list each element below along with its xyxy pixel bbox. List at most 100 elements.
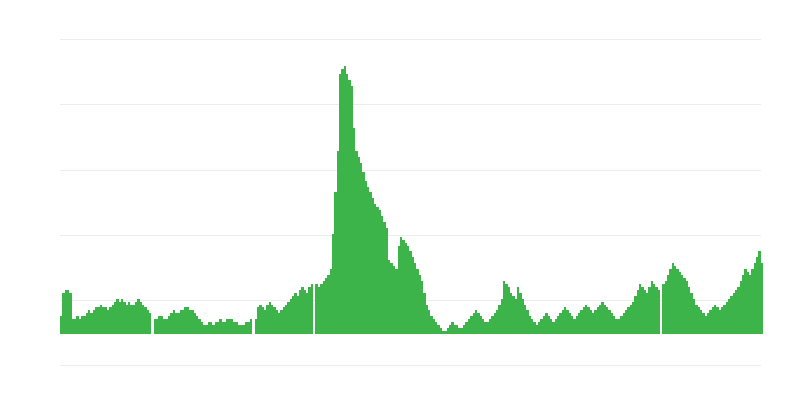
bar[interactable]: [643, 289, 646, 334]
bar[interactable]: [320, 283, 323, 334]
bar[interactable]: [153, 319, 157, 334]
bar[interactable]: [395, 269, 398, 334]
bar[interactable]: [720, 307, 724, 334]
bar[interactable]: [735, 289, 738, 334]
bar[interactable]: [120, 298, 124, 334]
bar[interactable]: [357, 157, 360, 334]
bar[interactable]: [146, 310, 150, 334]
bar[interactable]: [60, 316, 63, 334]
bar[interactable]: [681, 275, 684, 334]
bar[interactable]: [167, 316, 171, 334]
bar-series[interactable]: [60, 39, 764, 334]
bar[interactable]: [338, 74, 342, 334]
bar[interactable]: [383, 221, 386, 334]
bar[interactable]: [242, 325, 246, 334]
bar[interactable]: [744, 269, 747, 334]
bar[interactable]: [221, 322, 225, 334]
bar[interactable]: [224, 322, 227, 334]
bar[interactable]: [282, 307, 285, 334]
bar[interactable]: [641, 286, 644, 334]
bar[interactable]: [685, 280, 689, 334]
bar[interactable]: [212, 325, 215, 334]
bar[interactable]: [217, 322, 220, 334]
bar[interactable]: [362, 171, 365, 334]
bar[interactable]: [470, 316, 473, 334]
bar[interactable]: [702, 313, 705, 334]
bar[interactable]: [437, 325, 440, 334]
bar[interactable]: [674, 266, 677, 334]
bar[interactable]: [371, 198, 375, 334]
bar[interactable]: [676, 269, 679, 334]
bar[interactable]: [737, 286, 740, 334]
bar[interactable]: [622, 313, 625, 334]
bar[interactable]: [142, 304, 145, 334]
bar[interactable]: [655, 286, 658, 334]
bar[interactable]: [505, 283, 508, 334]
bar[interactable]: [130, 304, 133, 334]
bar[interactable]: [90, 313, 93, 334]
bar[interactable]: [317, 286, 321, 334]
bar[interactable]: [172, 310, 175, 334]
bar[interactable]: [723, 304, 726, 334]
bar[interactable]: [413, 263, 417, 334]
bar[interactable]: [580, 310, 583, 334]
bar[interactable]: [303, 289, 307, 334]
bar[interactable]: [554, 319, 557, 334]
bar[interactable]: [601, 301, 604, 334]
bar[interactable]: [179, 310, 182, 334]
bar[interactable]: [259, 304, 262, 334]
bar[interactable]: [275, 310, 278, 334]
bar[interactable]: [510, 292, 513, 334]
bar[interactable]: [498, 304, 501, 334]
bar[interactable]: [477, 313, 480, 334]
bar[interactable]: [432, 319, 435, 334]
bar[interactable]: [336, 151, 339, 334]
bar[interactable]: [561, 310, 564, 334]
bar[interactable]: [549, 319, 553, 334]
bar[interactable]: [308, 286, 311, 334]
bar[interactable]: [376, 207, 379, 334]
bar[interactable]: [132, 304, 135, 334]
bar[interactable]: [88, 310, 91, 334]
bar[interactable]: [500, 298, 503, 334]
bar[interactable]: [746, 272, 750, 334]
bar[interactable]: [563, 307, 567, 334]
bar[interactable]: [472, 313, 475, 334]
bar[interactable]: [587, 307, 590, 334]
bar[interactable]: [301, 286, 304, 334]
bar[interactable]: [545, 313, 548, 334]
bar[interactable]: [617, 319, 621, 334]
bar[interactable]: [411, 257, 414, 334]
bar[interactable]: [756, 257, 759, 334]
bar[interactable]: [263, 310, 267, 334]
bar[interactable]: [725, 301, 728, 334]
bar[interactable]: [256, 307, 260, 334]
bar[interactable]: [381, 216, 384, 334]
bar[interactable]: [495, 310, 499, 334]
bar[interactable]: [636, 289, 639, 334]
bar[interactable]: [374, 204, 377, 334]
bar[interactable]: [170, 313, 173, 334]
bar[interactable]: [109, 307, 112, 334]
bar[interactable]: [76, 316, 79, 334]
bar[interactable]: [582, 307, 585, 334]
bar[interactable]: [324, 277, 328, 334]
bar[interactable]: [247, 322, 250, 334]
bar[interactable]: [502, 280, 506, 334]
bar[interactable]: [210, 322, 213, 334]
bar[interactable]: [547, 316, 550, 334]
bar[interactable]: [268, 301, 271, 334]
bar[interactable]: [460, 328, 464, 334]
bar[interactable]: [423, 292, 426, 334]
bar[interactable]: [62, 292, 65, 334]
bar[interactable]: [521, 298, 525, 334]
bar[interactable]: [83, 316, 86, 334]
bar[interactable]: [620, 316, 623, 334]
bar[interactable]: [266, 304, 269, 334]
bar[interactable]: [627, 307, 630, 334]
bar[interactable]: [78, 319, 82, 334]
bar[interactable]: [514, 298, 518, 334]
bar[interactable]: [491, 316, 494, 334]
bar[interactable]: [294, 292, 297, 334]
bar[interactable]: [589, 310, 593, 334]
